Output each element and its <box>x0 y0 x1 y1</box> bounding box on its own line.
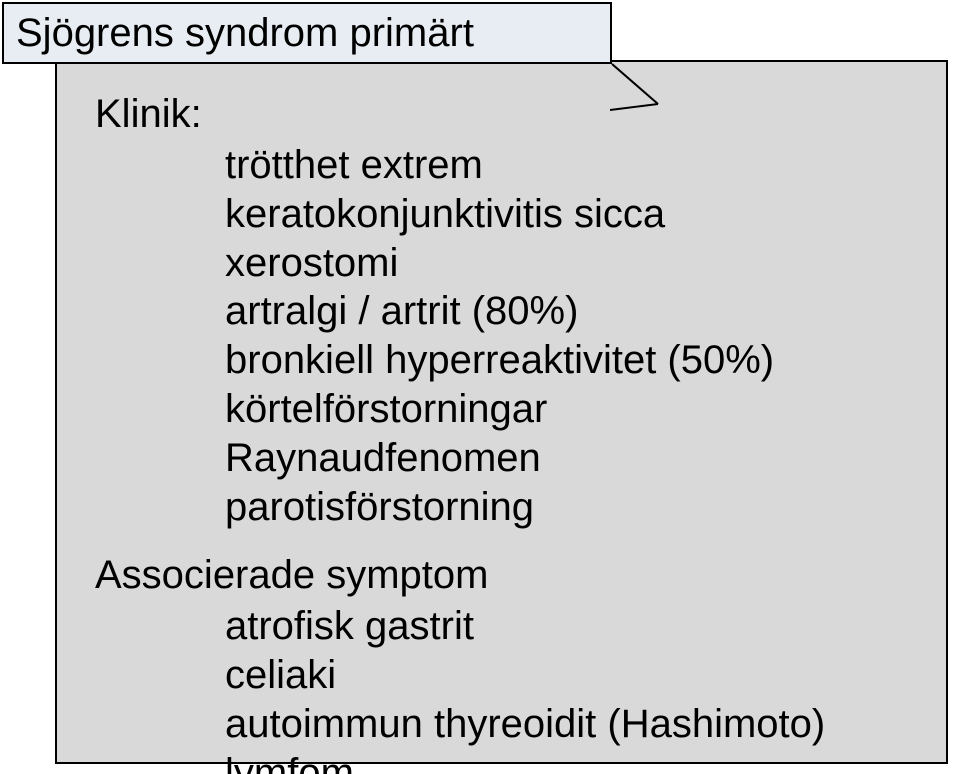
list-item: autoimmun thyreoidit (Hashimoto) <box>225 700 915 749</box>
list-item: körtelförstorningar <box>225 385 915 434</box>
connector-dogear <box>610 62 670 112</box>
list-item: artralgi / artrit (80%) <box>225 287 915 336</box>
section1-list: trötthet extrem keratokonjunktivitis sic… <box>95 141 915 531</box>
list-item: celiaki <box>225 651 915 700</box>
section1-heading: Klinik: <box>95 92 915 137</box>
section2-list: atrofisk gastrit celiaki autoimmun thyre… <box>95 602 915 774</box>
list-item: parotisförstorning <box>225 483 915 532</box>
section2-heading: Associerade symptom <box>95 553 915 598</box>
list-item: xerostomi <box>225 239 915 288</box>
list-item: atrofisk gastrit <box>225 602 915 651</box>
main-panel: Klinik: trötthet extrem keratokonjunktiv… <box>55 60 948 764</box>
title-box: Sjögrens syndrom primärt <box>2 2 612 64</box>
list-item: bronkiell hyperreaktivitet (50%) <box>225 336 915 385</box>
list-item: Raynaudfenomen <box>225 434 915 483</box>
slide-stage: Klinik: trötthet extrem keratokonjunktiv… <box>0 0 960 774</box>
page-title: Sjögrens syndrom primärt <box>16 11 474 56</box>
list-item: keratokonjunktivitis sicca <box>225 190 915 239</box>
list-item: lymfom <box>225 749 915 774</box>
list-item: trötthet extrem <box>225 141 915 190</box>
panel-content: Klinik: trötthet extrem keratokonjunktiv… <box>95 92 915 774</box>
